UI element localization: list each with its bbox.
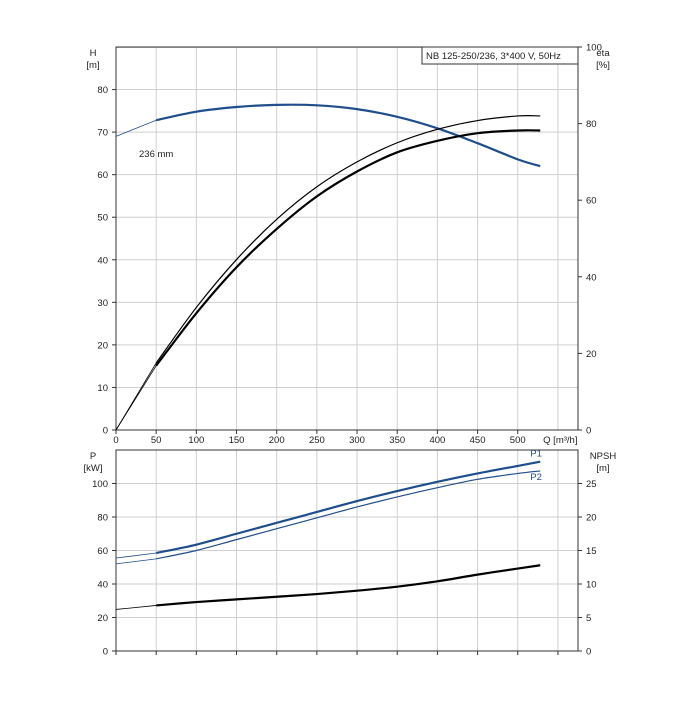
y-left-tick-label: 50: [97, 213, 108, 224]
y-right-tick-label: 20: [586, 513, 597, 524]
y-left-axis-label: H: [90, 48, 97, 59]
y-right-tick-label: 20: [586, 349, 597, 360]
chart-title: NB 125-250/236, 3*400 V, 50Hz: [426, 51, 561, 62]
x-tick-label: 0: [113, 435, 118, 446]
series-line: [155, 129, 541, 367]
y-left-axis-unit: [kW]: [84, 463, 103, 474]
y-right-tick-label: 15: [586, 546, 597, 557]
curve-annotation: 236 mm: [139, 149, 173, 160]
frame-layer: [115, 46, 579, 652]
series-line: [156, 470, 541, 560]
series-extension-line: [115, 558, 157, 565]
y-right-tick-label: 80: [586, 119, 597, 130]
y-left-tick-label: 80: [97, 85, 108, 96]
series-line: [155, 103, 541, 168]
y-right-tick-label: 0: [586, 426, 591, 437]
y-right-tick-label: 5: [586, 613, 591, 624]
y-left-tick-label: 30: [97, 298, 108, 309]
y-right-tick-label: 60: [586, 196, 597, 207]
x-tick-label: 450: [470, 435, 486, 446]
title-box: [421, 46, 579, 65]
y-right-axis-label: NPSH: [590, 451, 617, 462]
y-right-axis-label: eta: [596, 48, 610, 59]
y-right-tick-label: 100: [586, 43, 602, 54]
y-left-axis-unit: [m]: [86, 60, 99, 71]
x-tick-label: 250: [309, 435, 325, 446]
y-right-tick-label: 10: [586, 580, 597, 591]
x-tick-label: 150: [229, 435, 245, 446]
series-line: [156, 564, 541, 607]
y-left-tick-label: 0: [103, 426, 108, 437]
x-axis-label: Q [m³/h]: [543, 435, 577, 446]
grid-layer: [116, 47, 578, 651]
y-left-axis-label: P: [90, 451, 96, 462]
y-left-tick-label: 40: [97, 255, 108, 266]
x-tick-label: 300: [349, 435, 365, 446]
series-label: P2: [530, 472, 542, 483]
y-left-tick-label: 10: [97, 383, 108, 394]
series-line: [155, 460, 541, 555]
y-left-tick-label: 20: [97, 340, 108, 351]
y-right-axis-unit: [m]: [596, 463, 609, 474]
x-tick-label: 500: [510, 435, 526, 446]
y-right-tick-label: 0: [586, 647, 591, 658]
y-left-tick-label: 100: [92, 479, 108, 490]
y-left-tick-label: 60: [97, 170, 108, 181]
text-layer: 01020304050607080020406080100H[m]eta[%]0…: [84, 43, 617, 658]
series-extension-line: [115, 605, 157, 610]
y-left-tick-label: 80: [97, 513, 108, 524]
y-right-tick-label: 40: [586, 272, 597, 283]
ticks-layer: [112, 46, 582, 655]
y-left-tick-label: 20: [97, 613, 108, 624]
x-tick-label: 100: [188, 435, 204, 446]
series-label: P1: [530, 449, 542, 460]
series-line: [155, 115, 541, 364]
series-layer: [115, 103, 541, 610]
series-extension-line: [115, 552, 157, 559]
x-tick-label: 350: [389, 435, 405, 446]
x-tick-label: 400: [429, 435, 445, 446]
y-left-tick-label: 60: [97, 546, 108, 557]
series-extension-line: [115, 365, 157, 431]
y-left-tick-label: 0: [103, 647, 108, 658]
plot-frame: [115, 46, 579, 431]
y-right-axis-unit: [%]: [596, 60, 610, 71]
y-right-tick-label: 25: [586, 479, 597, 490]
x-tick-label: 50: [151, 435, 162, 446]
y-left-tick-label: 40: [97, 580, 108, 591]
x-tick-label: 200: [269, 435, 285, 446]
y-left-tick-label: 70: [97, 128, 108, 139]
series-extension-line: [115, 119, 157, 137]
